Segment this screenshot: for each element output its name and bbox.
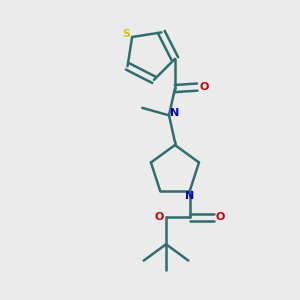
- Text: O: O: [155, 212, 164, 223]
- Text: N: N: [170, 108, 179, 118]
- Text: S: S: [122, 29, 130, 39]
- Text: O: O: [215, 212, 225, 223]
- Text: O: O: [199, 82, 208, 92]
- Text: N: N: [185, 191, 194, 201]
